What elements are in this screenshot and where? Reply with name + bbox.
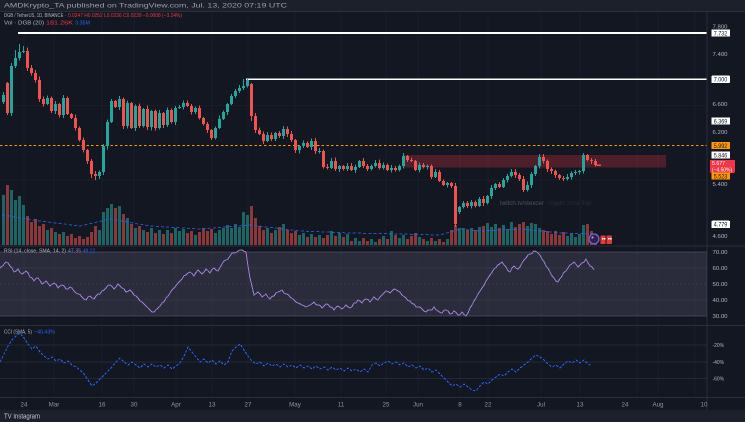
svg-text:May: May	[289, 402, 302, 409]
svg-text:25: 25	[383, 402, 390, 409]
svg-text:DGB / TetherUS, 1D, BINANCE ·: DGB / TetherUS, 1D, BINANCE ·	[4, 13, 66, 19]
svg-text:6.200: 6.200	[713, 130, 728, 136]
svg-text:twitch.tv/stexcer: twitch.tv/stexcer	[500, 200, 544, 207]
svg-text:-40%: -40%	[713, 360, 725, 366]
svg-text:49.12: 49.12	[83, 249, 95, 255]
svg-text:crypto zone live: crypto zone live	[548, 200, 592, 207]
svg-text:Aug: Aug	[652, 402, 664, 409]
svg-text:-60%: -60%	[713, 377, 725, 383]
svg-text:7.000: 7.000	[714, 77, 728, 84]
svg-text:Vol · DGB (20): Vol · DGB (20)	[4, 21, 44, 27]
svg-text:Mar: Mar	[49, 402, 60, 409]
svg-text:5.677: 5.677	[712, 161, 725, 167]
svg-text:40.00: 40.00	[713, 298, 728, 304]
svg-text:47.35: 47.35	[68, 249, 81, 255]
svg-text:Apr: Apr	[171, 402, 181, 409]
svg-text:70.00: 70.00	[713, 250, 728, 256]
svg-text:8: 8	[458, 402, 462, 409]
svg-text:5.400: 5.400	[713, 182, 728, 188]
svg-text:−40.43%: −40.43%	[34, 330, 55, 336]
svg-text:Jun: Jun	[413, 402, 424, 409]
svg-text:0.0247 H0.0252 L0.0236 C0.0239: 0.0247 H0.0252 L0.0236 C0.0239 −0.0008 (…	[68, 13, 182, 19]
svg-text:7.800: 7.800	[713, 25, 728, 31]
svg-text:5.523: 5.523	[714, 173, 728, 180]
svg-text:24: 24	[622, 402, 629, 409]
svg-text:RSI (14, close, SMA, 14, 2): RSI (14, close, SMA, 14, 2)	[4, 249, 66, 255]
svg-text:30: 30	[131, 402, 138, 409]
svg-text:4.779: 4.779	[714, 222, 728, 229]
svg-text:13: 13	[577, 402, 584, 409]
svg-text:10: 10	[701, 402, 708, 409]
svg-text:TV Instagram: TV Instagram	[4, 414, 40, 421]
svg-text:16: 16	[99, 402, 106, 409]
svg-text:-20%: -20%	[713, 343, 725, 349]
svg-text:24: 24	[21, 402, 28, 409]
svg-text:7.400: 7.400	[713, 52, 728, 58]
svg-text:5.846: 5.846	[714, 152, 728, 159]
svg-text:60.00: 60.00	[713, 266, 728, 272]
svg-text:4.600: 4.600	[713, 234, 728, 240]
svg-text:6.369: 6.369	[714, 118, 728, 125]
svg-text:AMDKrypto_TA published on Trad: AMDKrypto_TA published on TradingView.co…	[4, 3, 287, 10]
svg-text:6.600: 6.600	[713, 102, 728, 108]
svg-text:CCI (SMA, 5): CCI (SMA, 5)	[4, 330, 32, 336]
svg-text:30.00: 30.00	[713, 314, 728, 320]
svg-text:22: 22	[485, 402, 492, 409]
svg-text:7.732: 7.732	[714, 30, 728, 37]
svg-text:3.35M: 3.35M	[75, 21, 90, 27]
svg-text:11: 11	[338, 402, 345, 409]
svg-text:Jul: Jul	[537, 402, 545, 409]
svg-text:(−4.50%): (−4.50%)	[712, 167, 732, 173]
svg-text:5.992: 5.992	[714, 143, 728, 150]
svg-text:13: 13	[209, 402, 216, 409]
svg-text:27: 27	[245, 402, 252, 409]
svg-text:181.26K: 181.26K	[46, 21, 73, 27]
svg-text:50.00: 50.00	[713, 282, 728, 288]
